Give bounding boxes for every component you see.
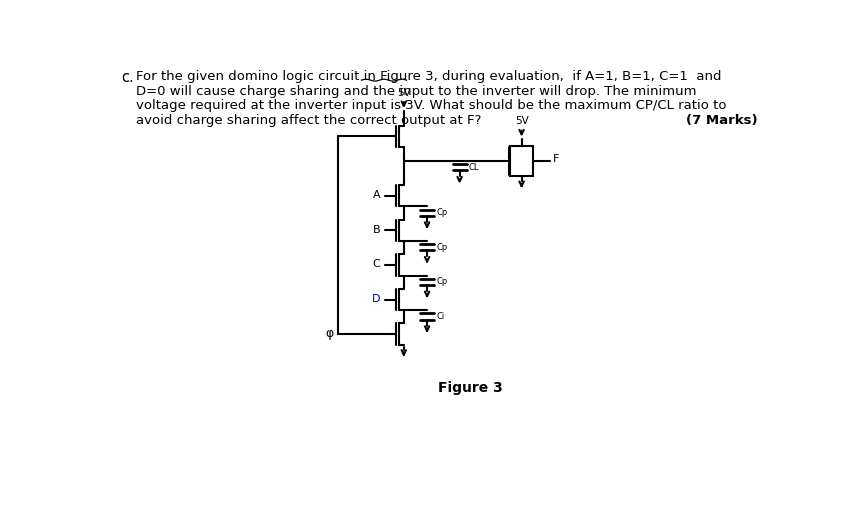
Text: Cp: Cp [437, 243, 448, 252]
Text: Cp: Cp [437, 208, 448, 217]
Text: D: D [372, 294, 381, 304]
Text: avoid charge sharing affect the correct output at F?: avoid charge sharing affect the correct … [136, 114, 482, 127]
Text: D=0 will cause charge sharing and the input to the inverter will drop. The minim: D=0 will cause charge sharing and the in… [136, 85, 697, 98]
Text: C: C [373, 259, 381, 269]
Text: 5V: 5V [397, 88, 411, 98]
Text: F: F [553, 155, 559, 164]
Text: (7 Marks): (7 Marks) [687, 114, 758, 127]
Text: voltage required at the inverter input is 3V. What should be the maximum CP/CL r: voltage required at the inverter input i… [136, 99, 727, 113]
Text: c.: c. [121, 70, 134, 85]
Text: CL: CL [469, 162, 479, 172]
Text: A: A [373, 190, 381, 200]
Text: B: B [373, 225, 381, 234]
Text: Figure 3: Figure 3 [438, 381, 502, 395]
Text: 5V: 5V [514, 116, 528, 126]
Bar [510, 145, 533, 176]
Text: φ: φ [326, 327, 334, 340]
Text: For the given domino logic circuit in Figure 3, during evaluation,  if A=1, B=1,: For the given domino logic circuit in Fi… [136, 70, 722, 83]
Text: Cp: Cp [437, 278, 448, 286]
Text: Ci: Ci [437, 312, 444, 321]
